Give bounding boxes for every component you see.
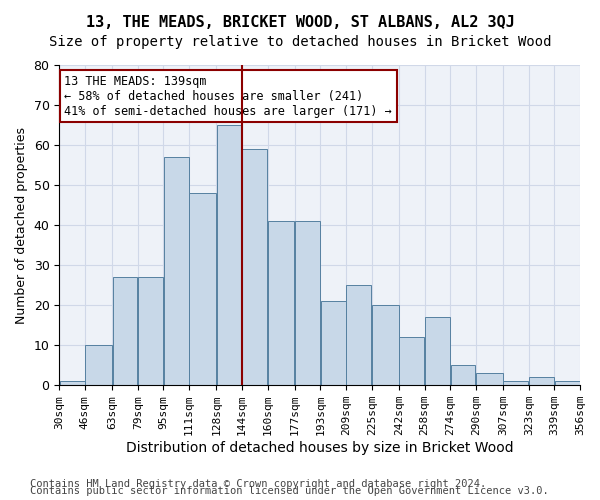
Y-axis label: Number of detached properties: Number of detached properties [15, 126, 28, 324]
Text: Contains public sector information licensed under the Open Government Licence v3: Contains public sector information licen… [30, 486, 549, 496]
Bar [451, 365, 475, 385]
Bar [59, 381, 85, 385]
Bar [372, 305, 398, 385]
Text: 13 THE MEADS: 139sqm
← 58% of detached houses are smaller (241)
41% of semi-deta: 13 THE MEADS: 139sqm ← 58% of detached h… [64, 74, 392, 118]
Bar [400, 337, 424, 385]
Bar [242, 149, 267, 385]
Bar [164, 157, 188, 385]
Bar [555, 381, 580, 385]
Bar [321, 301, 346, 385]
Bar [295, 221, 320, 385]
Bar [476, 373, 503, 385]
Bar [346, 285, 371, 385]
Bar [268, 221, 295, 385]
Text: 13, THE MEADS, BRICKET WOOD, ST ALBANS, AL2 3QJ: 13, THE MEADS, BRICKET WOOD, ST ALBANS, … [86, 15, 514, 30]
Bar [190, 193, 216, 385]
X-axis label: Distribution of detached houses by size in Bricket Wood: Distribution of detached houses by size … [126, 441, 514, 455]
Bar [503, 381, 529, 385]
Bar [113, 277, 137, 385]
Bar [138, 277, 163, 385]
Bar [425, 317, 450, 385]
Bar [85, 345, 112, 385]
Text: Contains HM Land Registry data © Crown copyright and database right 2024.: Contains HM Land Registry data © Crown c… [30, 479, 486, 489]
Bar [529, 377, 554, 385]
Text: Size of property relative to detached houses in Bricket Wood: Size of property relative to detached ho… [49, 35, 551, 49]
Bar [217, 125, 242, 385]
